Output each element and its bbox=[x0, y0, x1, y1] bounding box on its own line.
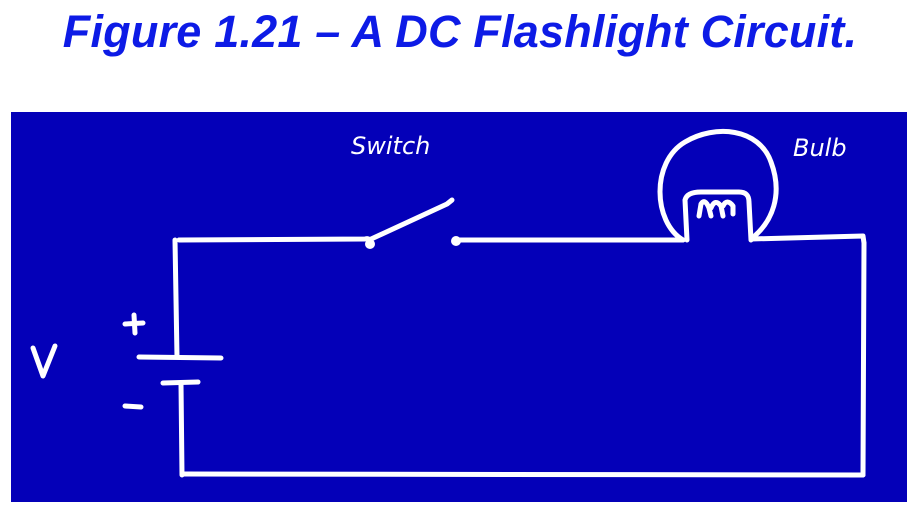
voltage-symbol-strokes bbox=[30, 343, 58, 379]
switch-label: Switch bbox=[351, 132, 430, 160]
wire-right bbox=[860, 240, 867, 478]
board-background bbox=[11, 112, 907, 502]
battery-negative-plate bbox=[160, 379, 201, 386]
wire-bottom bbox=[179, 471, 866, 478]
bulb-label: Bulb bbox=[793, 134, 847, 162]
bulb-globe bbox=[657, 128, 779, 243]
plus-sign-strokes bbox=[122, 312, 146, 336]
bulb-base bbox=[682, 189, 754, 243]
wire-top-right-corner bbox=[748, 233, 867, 246]
switch-contact-dot bbox=[451, 236, 461, 246]
bulb-filament bbox=[696, 199, 736, 219]
wire-left-upper bbox=[172, 237, 180, 360]
minus-sign-strokes bbox=[122, 403, 144, 410]
circuit-board: Switch Bulb V + − bbox=[11, 112, 907, 502]
switch-pivot-dot bbox=[365, 239, 375, 249]
wire-top-left bbox=[176, 236, 372, 243]
wire-left-lower bbox=[178, 381, 185, 478]
battery-positive-plate bbox=[136, 354, 224, 361]
figure-title: Figure 1.21 – A DC Flashlight Circuit. bbox=[62, 6, 858, 57]
circuit-diagram: Switch Bulb V + − bbox=[11, 112, 907, 502]
switch-lever bbox=[366, 197, 455, 243]
